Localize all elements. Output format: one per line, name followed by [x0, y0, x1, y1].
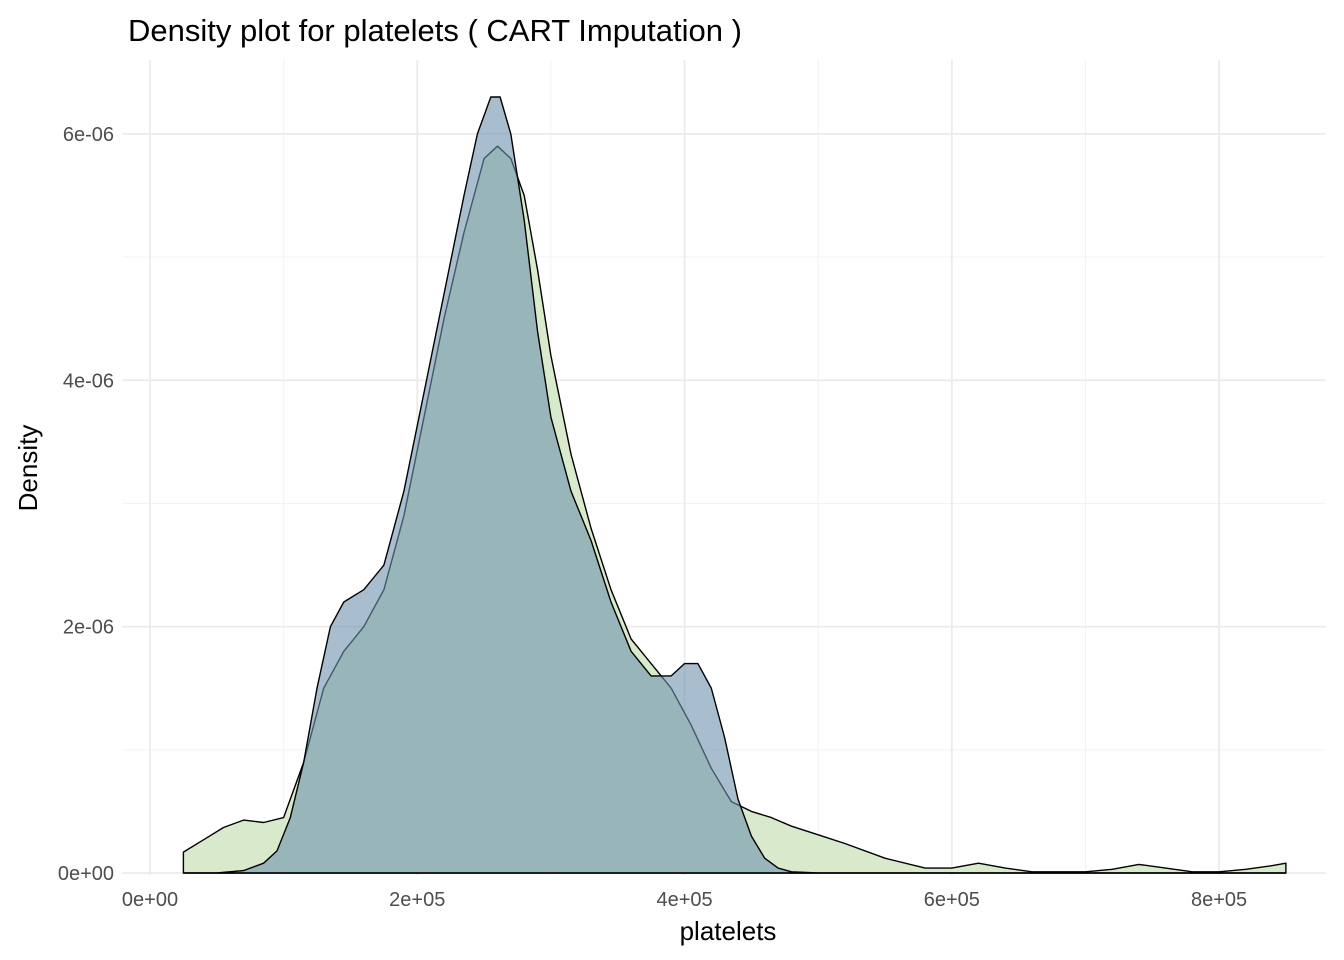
y-tick-label: 2e-06 [63, 617, 114, 639]
x-tick-label: 4e+05 [656, 889, 712, 911]
x-axis-ticks: 0e+00 2e+05 4e+05 6e+05 8e+05 [122, 889, 1247, 911]
x-axis-title: platelets [680, 916, 777, 946]
y-axis-title: Density [13, 425, 43, 512]
x-tick-label: 0e+00 [122, 889, 178, 911]
y-tick-label: 6e-06 [63, 124, 114, 146]
y-tick-label: 0e+00 [58, 863, 114, 885]
y-tick-label: 4e-06 [63, 370, 114, 392]
density-area-2 [182, 96, 1287, 874]
x-tick-label: 6e+05 [924, 889, 980, 911]
x-tick-label: 2e+05 [389, 889, 445, 911]
chart-title: Density plot for platelets ( CART Imputa… [128, 13, 742, 48]
x-tick-label: 8e+05 [1191, 889, 1247, 911]
density-series [182, 96, 1287, 874]
y-axis-ticks: 0e+00 2e-06 4e-06 6e-06 [58, 124, 114, 885]
